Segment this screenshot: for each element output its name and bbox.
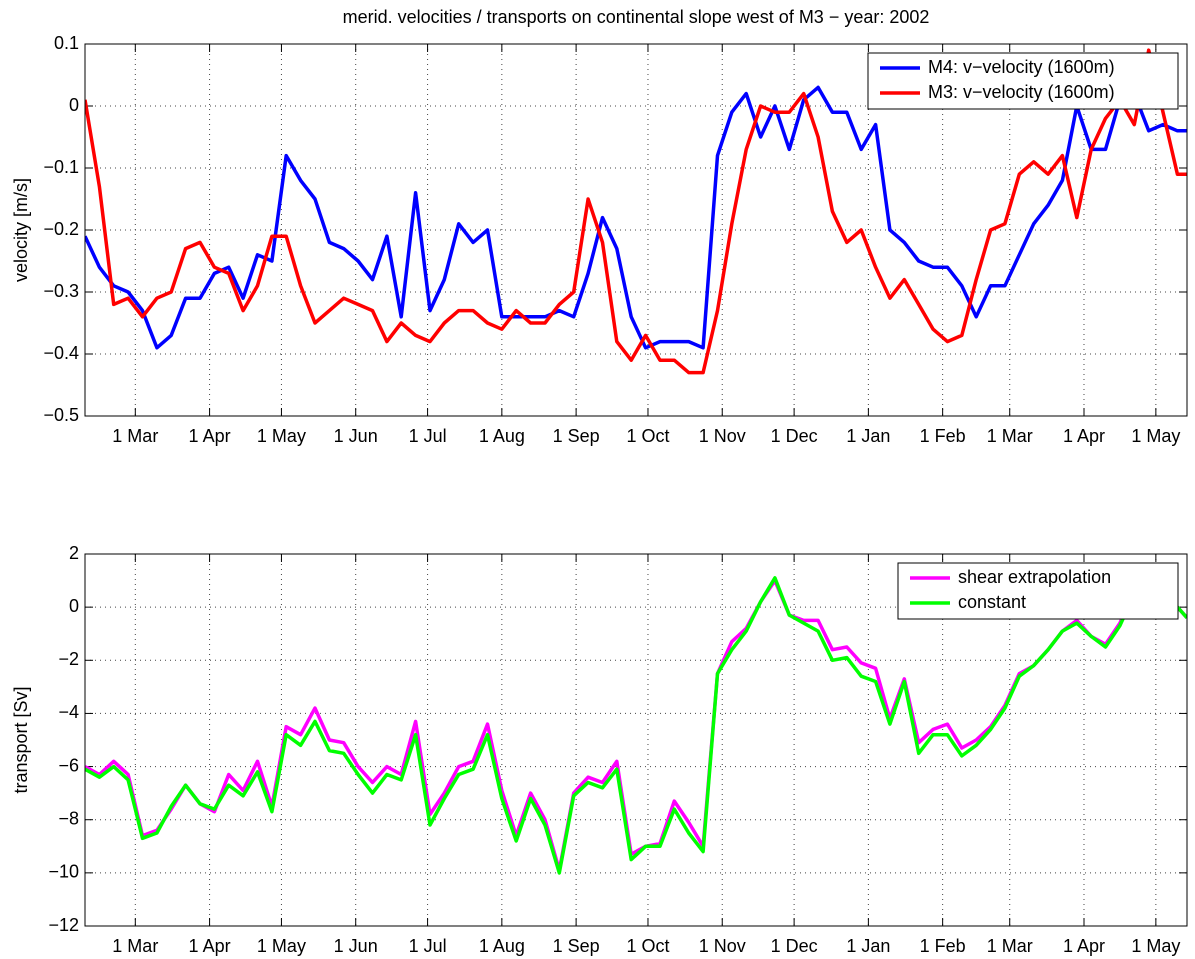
y-tick-label: −0.4	[43, 343, 79, 363]
chart-title: merid. velocities / transports on contin…	[343, 7, 930, 27]
x-tick-label: 1 Mar	[987, 426, 1033, 446]
x-tick-label: 1 Apr	[1063, 426, 1105, 446]
y-tick-label: −6	[58, 755, 79, 775]
legend-label: M4: v−velocity (1600m)	[928, 57, 1115, 77]
x-tick-label: 1 May	[1131, 936, 1180, 956]
x-tick-label: 1 Dec	[771, 936, 818, 956]
plot-frame	[84, 553, 1188, 927]
y-tick-label: 2	[69, 543, 79, 563]
x-tick-label: 1 Feb	[920, 936, 966, 956]
x-tick-label: 1 Apr	[1063, 936, 1105, 956]
x-tick-label: 1 Oct	[626, 426, 669, 446]
x-tick-label: 1 Mar	[987, 936, 1033, 956]
legend-box	[897, 562, 1179, 620]
series-line	[85, 48, 1187, 375]
series-line	[85, 562, 1187, 875]
x-tick-label: 1 Mar	[112, 936, 158, 956]
legend-label: M3: v−velocity (1600m)	[928, 82, 1115, 102]
x-tick-label: 1 Jun	[334, 426, 378, 446]
y-tick-label: −0.2	[43, 219, 79, 239]
x-tick-label: 1 Jan	[846, 426, 890, 446]
x-tick-label: 1 Aug	[479, 426, 525, 446]
y-tick-label: 0.1	[54, 33, 79, 53]
x-tick-label: 1 May	[257, 936, 306, 956]
y-tick-label: −0.5	[43, 405, 79, 425]
y-tick-label: −0.1	[43, 157, 79, 177]
legend-box	[867, 52, 1179, 110]
x-tick-label: 1 Dec	[771, 426, 818, 446]
plot-frame	[84, 43, 1188, 417]
x-tick-label: 1 Oct	[626, 936, 669, 956]
legend-label: constant	[958, 592, 1026, 612]
x-tick-label: 1 Nov	[699, 936, 746, 956]
y-tick-label: −10	[48, 862, 79, 882]
x-tick-label: 1 Jun	[334, 936, 378, 956]
y-axis-label: transport [Sv]	[11, 686, 31, 793]
x-tick-label: 1 Nov	[699, 426, 746, 446]
x-tick-label: 1 Sep	[553, 936, 600, 956]
x-tick-label: 1 Aug	[479, 936, 525, 956]
y-tick-label: −8	[58, 808, 79, 828]
y-tick-label: 0	[69, 95, 79, 115]
x-tick-label: 1 Feb	[920, 426, 966, 446]
legend-label: shear extrapolation	[958, 567, 1111, 587]
y-tick-label: −4	[58, 702, 79, 722]
x-tick-label: 1 May	[1131, 426, 1180, 446]
y-tick-label: −0.3	[43, 281, 79, 301]
x-tick-label: 1 Apr	[189, 426, 231, 446]
x-tick-label: 1 Sep	[553, 426, 600, 446]
x-tick-label: 1 Apr	[189, 936, 231, 956]
y-axis-label: velocity [m/s]	[11, 178, 31, 282]
y-tick-label: 0	[69, 596, 79, 616]
x-tick-label: 1 May	[257, 426, 306, 446]
series-line	[85, 85, 1187, 350]
x-tick-label: 1 Jul	[409, 936, 447, 956]
x-tick-label: 1 Jul	[409, 426, 447, 446]
y-tick-label: −2	[58, 649, 79, 669]
x-tick-label: 1 Mar	[112, 426, 158, 446]
x-tick-label: 1 Jan	[846, 936, 890, 956]
y-tick-label: −12	[48, 915, 79, 935]
